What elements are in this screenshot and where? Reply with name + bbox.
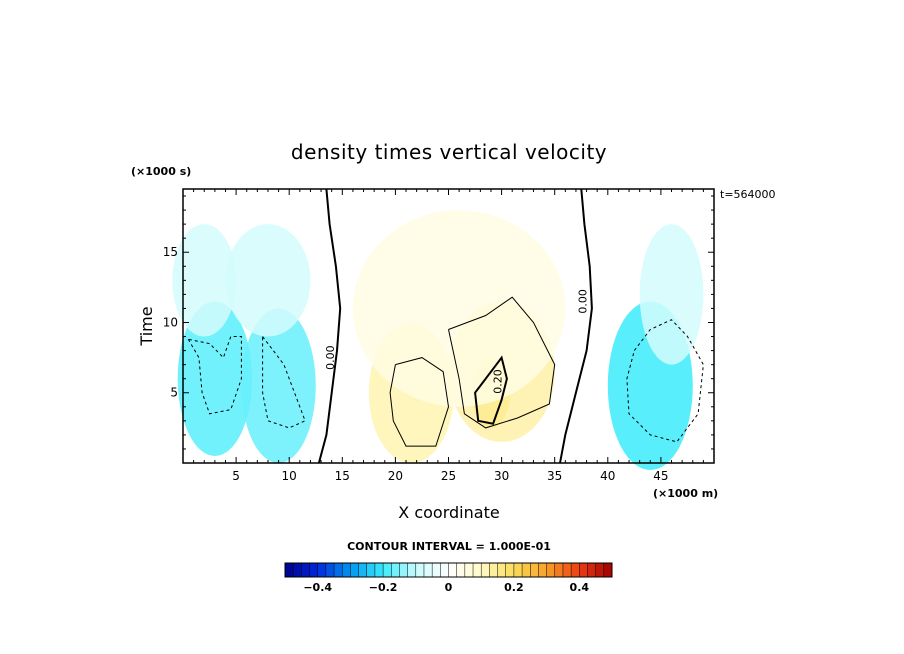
colorbar-cell [358,563,368,577]
contour-labels: 0.00 0.00 0.20 [324,289,590,394]
colorbar-cell [432,563,441,577]
colorbar-cell [513,563,523,577]
x-tick-label: 25 [441,469,456,483]
colorbar-cell [571,563,580,577]
x-axis-unit: (×1000 m) [653,487,718,500]
colorbar-cell [285,563,294,577]
colorbar-cell [538,563,547,577]
colorbar-cell [481,563,490,577]
colorbar-tick-label: −0.4 [303,581,332,594]
zero-contour-right [559,188,593,464]
colorbar-cell [334,563,343,577]
colorbar-cell [309,563,318,577]
colorbar-cell [522,563,531,577]
colorbar-cell [489,563,498,577]
time-label: t=564000 [720,188,776,201]
colorbar-cell [325,563,335,577]
y-tick-label: 10 [163,315,178,329]
y-axis-unit: (×1000 s) [131,165,191,178]
colorbar-cell [579,563,588,577]
x-tick-label: 30 [494,469,509,483]
colorbar-cell [415,563,425,577]
colorbar-cell [440,563,449,577]
x-tick-label: 15 [335,469,350,483]
colorbar-cell [456,563,466,577]
contour-right-positive [448,296,556,429]
colorbar-cell [301,563,310,577]
colorbar-cell [562,563,572,577]
colorbar-cell [350,563,359,577]
colorbar: −0.4 −0.2 0 0.2 0.4 [284,562,613,594]
colorbar-cell [399,563,408,577]
x-tick-label: 5 [232,469,240,483]
colorbar-tick-label: −0.2 [369,581,398,594]
x-tick-label: 20 [388,469,403,483]
x-axis-ticks: 5 10 15 20 25 30 35 40 45 [193,189,704,483]
colorbar-cell [505,563,515,577]
colorbar-cell [603,563,613,577]
colorbar-cell [423,563,433,577]
y-tick-label: 5 [170,386,178,400]
contour-label: 0.00 [324,345,337,370]
x-tick-label: 10 [282,469,297,483]
colorbar-frame [284,562,613,578]
heatmap-region [352,210,566,407]
contour-lines [187,188,704,464]
colorbar-cell [293,563,302,577]
contour-label: 0.00 [577,289,590,314]
colorbar-cell [448,563,457,577]
colorbar-cell [366,563,376,577]
contour-label: 0.20 [492,369,505,394]
colorbar-cell [497,563,507,577]
heatmap-region [177,301,253,456]
x-axis-label: X coordinate [398,503,499,522]
colorbar-cell [317,563,327,577]
x-tick-label: 40 [600,469,615,483]
contour-negative-left-a [187,336,242,415]
colorbar-tick-label: 0 [445,581,453,594]
heatmap-field [172,189,714,471]
x-tick-label: 45 [653,469,668,483]
contour-negative-right [626,319,704,443]
colorbar-cell [546,563,556,577]
colorbar-cell [587,563,596,577]
y-tick-label: 15 [163,245,178,259]
colorbar-cell [595,563,605,577]
y-axis-ticks: 5 10 15 [163,195,714,450]
heatmap-region [639,224,704,365]
zero-contour-left [317,188,342,464]
colorbar-tick-label: 0.2 [504,581,524,594]
colorbar-cell [383,563,392,577]
contour-left-positive [389,357,450,447]
colorbar-cell [407,563,417,577]
contour-peak [474,355,508,425]
colorbar-cell [464,563,474,577]
colorbar-cell [530,563,539,577]
contour-interval-text: CONTOUR INTERVAL = 1.000E-01 [347,540,551,553]
colorbar-tick-label: 0.4 [570,581,590,594]
chart-title: density times vertical velocity [291,140,607,164]
colorbar-cell [391,563,400,577]
colorbar-cell [374,563,384,577]
heatmap-region [225,224,311,337]
colorbar-cell [473,563,482,577]
x-tick-label: 35 [547,469,562,483]
colorbar-cell [554,563,564,577]
colorbar-cell [342,563,351,577]
y-axis-label: Time [137,306,156,346]
